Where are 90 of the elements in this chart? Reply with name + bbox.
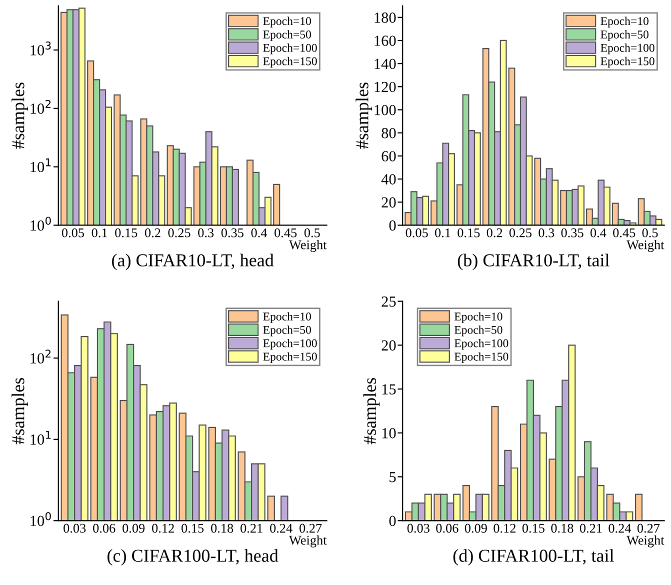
legend-label: Epoch=100	[600, 44, 654, 54]
y-tick-label: 10$^{0}$	[30, 512, 51, 526]
legend-label: Epoch=10	[454, 312, 502, 323]
bar	[634, 494, 643, 521]
legend-label: Epoch=150	[263, 56, 317, 68]
legend-label: Epoch=50	[263, 30, 311, 41]
y-tick-label: 25	[382, 296, 396, 307]
x-tick-label: 0.45	[613, 228, 636, 238]
x-tick-label: 0.5	[642, 228, 658, 238]
y-tick-label: 80	[382, 128, 396, 138]
x-tick-label: 0.06	[93, 524, 116, 533]
x-axis-title: Weight	[289, 535, 327, 548]
legend-label: Epoch=150	[263, 352, 317, 364]
x-tick-label: 0.2	[486, 228, 502, 238]
x-tick-label: 0.35	[561, 228, 584, 238]
x-tick-label: 0.24	[608, 524, 632, 533]
legend-label: Epoch=100	[263, 338, 317, 350]
x-tick-label: 0.03	[64, 524, 86, 533]
x-tick-label: 0.06	[436, 524, 458, 533]
y-tick-label: 10$^{3}$	[30, 42, 51, 56]
x-tick-label: 0.2	[144, 228, 160, 238]
x-tick-label: 0.09	[122, 524, 145, 533]
x-tick-label: 0.18	[551, 524, 574, 533]
legend-label: Epoch=150	[454, 352, 508, 364]
y-tick-label: 140	[374, 58, 396, 70]
text: (d) CIFAR100-LT, tail	[453, 549, 614, 566]
y-tick-label: 10$^{0}$	[30, 216, 51, 231]
text: (c) CIFAR100-LT, head	[108, 549, 278, 566]
x-tick-label: 0.05	[62, 228, 84, 238]
x-tick-label: 0.24	[270, 524, 292, 533]
x-tick-label: 0.1	[435, 228, 450, 238]
x-tick-label: 0.15	[522, 524, 544, 533]
y-tick-label: 180	[374, 12, 396, 23]
x-tick-label: 0.3	[538, 228, 554, 238]
x-tick-label: 0.12	[152, 524, 174, 533]
legend-label: Epoch=50	[454, 326, 502, 336]
x-tick-label: 0.12	[494, 524, 516, 533]
y-axis-title: #samples	[12, 378, 28, 444]
x-tick-label: 0.45	[274, 228, 297, 238]
text: (b) CIFAR10-LT, tail	[458, 254, 610, 270]
x-tick-label: 0.35	[221, 228, 244, 238]
y-tick-label: 60	[382, 151, 396, 162]
x-tick-label: 0.21	[580, 524, 602, 533]
x-tick-label: 0.27	[300, 524, 322, 533]
x-tick-label: 0.4	[251, 228, 268, 238]
text: (a) CIFAR10-LT, head	[112, 254, 274, 270]
y-axis-title: #samples	[356, 82, 372, 149]
x-tick-label: 0.15	[182, 524, 204, 533]
x-tick-label: 0.4	[590, 228, 606, 238]
y-axis-title: #samples	[12, 82, 28, 149]
y-tick-label: 0	[389, 220, 396, 231]
y-tick-label: 160	[374, 36, 396, 46]
x-tick-label: 0.1	[92, 228, 108, 238]
x-tick-label: 0.5	[304, 228, 320, 238]
legend-label: Epoch=50	[263, 326, 311, 336]
x-axis-title: Weight	[626, 240, 664, 252]
x-axis-title: Weight	[289, 240, 327, 252]
y-tick-label: 10$^{2}$	[30, 350, 51, 364]
x-axis-title: Weight	[626, 535, 664, 548]
y-tick-label: 0	[389, 516, 396, 526]
x-tick-label: 0.3	[198, 228, 214, 238]
x-tick-label: 0.03	[407, 524, 430, 533]
y-tick-label: 10$^{2}$	[30, 100, 51, 114]
y-tick-label: 15	[382, 384, 396, 394]
legend-label: Epoch=10	[263, 16, 311, 28]
y-tick-label: 10$^{1}$	[30, 158, 51, 172]
legend-label: Epoch=10	[263, 312, 311, 323]
y-tick-label: 5	[390, 472, 396, 482]
y-tick-label: 40	[381, 174, 396, 184]
y-tick-label: 100	[374, 104, 396, 116]
x-tick-label: 0.09	[464, 524, 487, 533]
x-tick-label: 0.25	[168, 228, 190, 238]
y-axis-title: #samples	[363, 378, 380, 444]
x-tick-label: 0.15	[115, 228, 138, 238]
y-tick-label: 20	[382, 340, 396, 351]
y-tick-label: 10$^{1}$	[30, 430, 51, 445]
legend-label: Epoch=10	[600, 16, 648, 28]
legend-label: Epoch=50	[600, 30, 648, 41]
x-tick-label: 0.25	[509, 228, 532, 238]
y-tick-label: 120	[374, 82, 396, 92]
y-tick-label: 10	[382, 428, 396, 438]
legend-label: Epoch=100	[263, 44, 317, 54]
x-tick-label: 0.18	[211, 524, 234, 533]
x-tick-label: 0.05	[406, 228, 428, 238]
x-tick-label: 0.15	[458, 228, 480, 238]
x-tick-label: 0.21	[240, 524, 262, 533]
x-tick-label: 0.27	[637, 524, 660, 533]
legend-label: Epoch=150	[600, 56, 654, 68]
y-tick-label: 20	[382, 197, 396, 208]
legend-label: Epoch=100	[454, 338, 508, 350]
